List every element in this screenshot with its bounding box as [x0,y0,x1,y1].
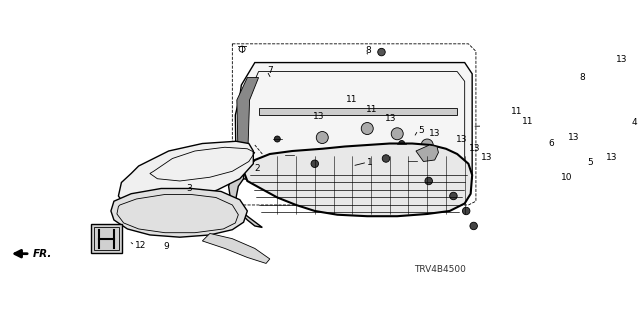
Circle shape [425,177,433,185]
Bar [330,149,352,167]
Text: 5: 5 [418,125,424,134]
Circle shape [399,140,404,147]
Text: 8: 8 [579,73,585,82]
Text: 9: 9 [163,242,169,251]
Circle shape [421,139,433,151]
Text: 13: 13 [429,129,440,138]
Circle shape [286,152,292,158]
Text: 3: 3 [186,184,191,193]
Circle shape [275,136,280,142]
Text: 7: 7 [267,66,273,75]
Text: 13: 13 [314,112,324,121]
Text: 1: 1 [367,158,373,167]
Circle shape [564,175,572,182]
Text: 2: 2 [255,164,260,173]
Circle shape [316,132,328,143]
Text: 11: 11 [346,95,358,104]
Polygon shape [118,141,253,206]
Text: 6: 6 [548,139,554,148]
Bar [420,153,442,169]
Circle shape [605,51,612,59]
Text: FR.: FR. [33,249,52,259]
Text: 12: 12 [135,241,147,250]
Circle shape [378,48,385,56]
Bar [91,224,122,253]
Polygon shape [525,182,548,200]
Polygon shape [237,77,259,167]
Circle shape [391,128,403,140]
Circle shape [450,192,457,200]
Text: 11: 11 [522,117,533,126]
Text: 11: 11 [365,105,377,114]
Circle shape [436,150,448,162]
Circle shape [409,158,415,164]
Polygon shape [244,143,472,216]
Text: 10: 10 [561,173,572,182]
Polygon shape [228,171,262,228]
Text: 13: 13 [481,153,493,162]
Text: 4: 4 [632,118,637,127]
Circle shape [382,155,390,162]
Polygon shape [202,234,270,263]
Text: 11: 11 [511,107,523,116]
Circle shape [463,207,470,215]
Text: 13: 13 [616,55,628,64]
Circle shape [361,123,373,134]
Polygon shape [236,63,472,197]
Text: 13: 13 [469,143,481,153]
Polygon shape [536,222,557,239]
Text: 13: 13 [568,133,580,142]
Circle shape [602,207,609,215]
Text: TRV4B4500: TRV4B4500 [414,265,466,274]
Text: 13: 13 [456,134,467,143]
Circle shape [470,222,477,230]
Text: 13: 13 [385,114,397,123]
Bar [360,151,378,167]
Polygon shape [259,108,457,115]
Text: 13: 13 [605,153,617,162]
Text: 5: 5 [588,158,593,167]
Polygon shape [573,180,596,197]
Circle shape [311,160,319,167]
Polygon shape [416,145,438,162]
Text: 8: 8 [365,46,371,55]
Bar [93,228,119,250]
Polygon shape [111,188,247,237]
